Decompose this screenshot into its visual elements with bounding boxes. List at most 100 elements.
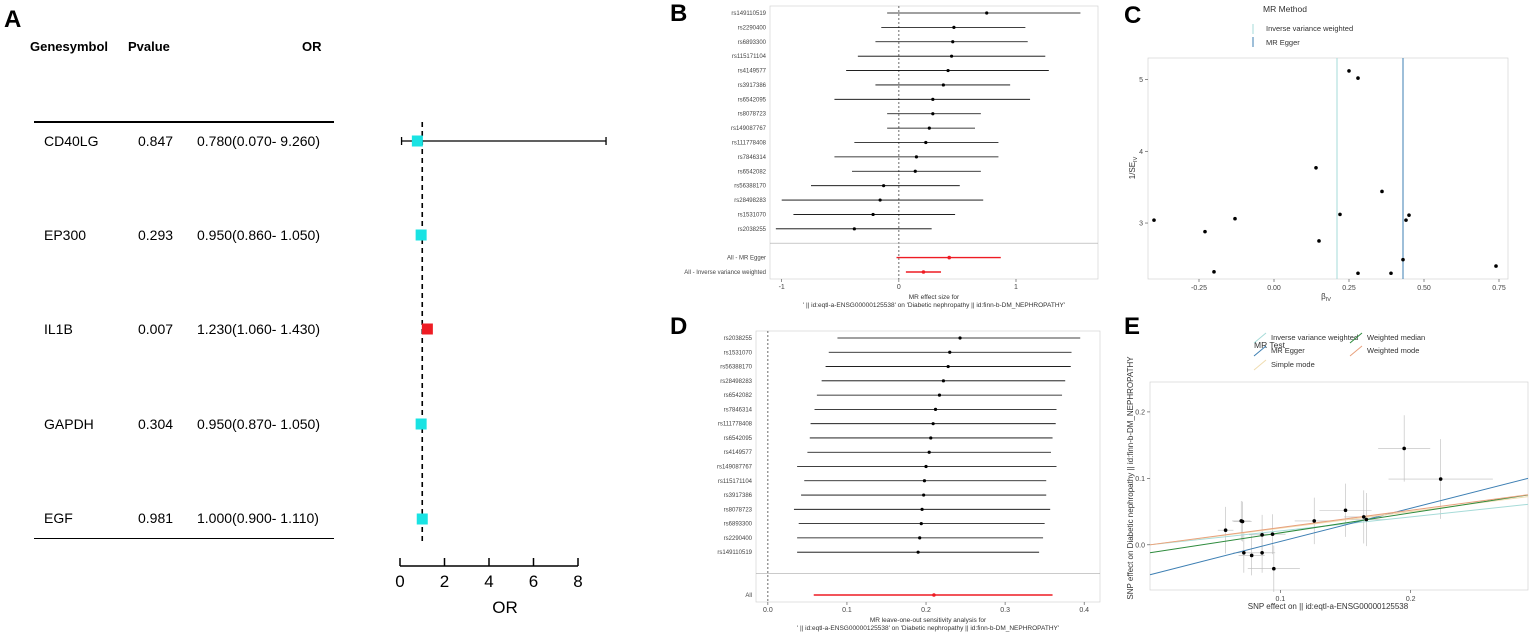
- header-genesymbol: Genesymbol: [30, 39, 109, 54]
- panel-label-d: D: [670, 313, 688, 340]
- data-point: [1338, 212, 1342, 217]
- legend-label: Weighted median: [1367, 333, 1425, 342]
- data-point: [1356, 76, 1360, 80]
- pvalue: 0.007: [138, 321, 174, 337]
- y-tick-label: 5: [1139, 77, 1143, 84]
- snp-point: [924, 464, 928, 469]
- legend-swatch: [1349, 345, 1363, 357]
- snp-label: rs28498283: [734, 198, 766, 204]
- snp-point: [920, 507, 924, 511]
- snp-label: rs149087767: [731, 126, 767, 132]
- x-tick-label: 1: [1014, 284, 1018, 291]
- x-tick-label: 2: [440, 572, 449, 591]
- data-point: [1401, 257, 1405, 262]
- snp-label: rs2290400: [724, 536, 753, 542]
- snp-point: [922, 479, 927, 483]
- snp-point: [927, 126, 931, 130]
- x-tick-label: 0.2: [1406, 596, 1416, 603]
- data-point: [1389, 271, 1393, 276]
- snp-label: rs2038255: [738, 227, 767, 233]
- x-tick-label: 8: [573, 572, 582, 591]
- header-or: OR: [302, 39, 322, 54]
- snp-label: rs115171104: [732, 54, 767, 60]
- data-point: [1364, 517, 1369, 522]
- legend-swatch: [1253, 359, 1267, 371]
- legend-label: MR Egger: [1271, 346, 1305, 355]
- summary-label: All - Inverse variance weighted: [684, 270, 766, 276]
- summary-point: [947, 255, 952, 260]
- x-axis-title: OR: [492, 598, 518, 617]
- regression-line: [1149, 494, 1529, 554]
- snp-point: [929, 436, 933, 440]
- data-point: [1312, 519, 1317, 523]
- snp-label: rs7846314: [724, 407, 753, 413]
- legend-label: MR Egger: [1266, 38, 1300, 47]
- snp-label: rs56388170: [720, 365, 752, 371]
- snp-label: rs56388170: [734, 184, 766, 190]
- snp-point: [931, 112, 935, 116]
- regression-line: [1149, 503, 1529, 546]
- x-tick-label: 0.75: [1492, 285, 1506, 292]
- gene-name: GAPDH: [44, 416, 94, 432]
- caption-line: ' || id:eqtl-a-ENSG00000125538' on 'Diab…: [803, 302, 1065, 309]
- panel-label-b: B: [670, 0, 688, 27]
- or-ci: 0.950(0.860- 1.050): [197, 227, 320, 243]
- snp-point: [852, 227, 856, 231]
- snp-label: rs2038255: [724, 336, 753, 342]
- snp-label: rs8078723: [724, 507, 753, 513]
- data-point: [1343, 508, 1348, 513]
- snp-label: rs1531070: [724, 350, 753, 356]
- y-tick-label: 0.0: [1135, 542, 1145, 549]
- data-point: [1402, 446, 1406, 451]
- data-point: [1380, 189, 1384, 194]
- snp-label: rs3917386: [738, 83, 767, 89]
- pvalue: 0.293: [138, 227, 174, 243]
- snp-label: rs149110519: [731, 11, 766, 17]
- caption-line: ' || id:eqtl-a-ENSG00000125538' on 'Diab…: [797, 625, 1059, 632]
- x-tick-label: 0.00: [1267, 285, 1281, 292]
- snp-label: rs6893300: [738, 40, 767, 46]
- snp-point: [931, 97, 935, 101]
- x-tick-label: -1: [779, 284, 785, 291]
- summary-label: All: [745, 593, 752, 599]
- data-point: [1260, 533, 1264, 537]
- x-tick-label: 0.50: [1417, 285, 1431, 292]
- data-point: [1356, 271, 1360, 276]
- data-point: [1270, 532, 1275, 536]
- snp-label: rs7846314: [738, 155, 767, 161]
- summary-label: All - MR Egger: [727, 256, 766, 262]
- snp-point: [958, 336, 962, 340]
- snp-point: [941, 379, 946, 383]
- table-top-rule: [34, 121, 334, 123]
- or-point: [415, 229, 427, 241]
- x-tick-label: 0: [395, 572, 404, 591]
- snp-point: [918, 536, 922, 540]
- snp-point: [919, 522, 923, 526]
- snp-label: rs8078723: [738, 112, 767, 118]
- gene-name: CD40LG: [44, 133, 99, 149]
- legend-label: Inverse variance weighted: [1266, 24, 1353, 33]
- snp-point: [927, 450, 931, 454]
- or-ci: 1.230(1.060- 1.430): [197, 321, 320, 337]
- data-point: [1317, 239, 1321, 243]
- snp-point: [931, 422, 935, 426]
- data-point: [1242, 550, 1246, 555]
- snp-point: [985, 11, 989, 15]
- y-tick-label: 4: [1139, 149, 1143, 156]
- snp-label: rs111778408: [732, 141, 767, 147]
- legend-swatch: [1253, 345, 1267, 357]
- snp-point: [946, 364, 950, 369]
- snp-label: rs4149577: [738, 69, 767, 75]
- data-point: [1347, 69, 1351, 73]
- x-tick-label: 0.2: [921, 607, 931, 614]
- y-axis-title: SNP effect on Diabetic nephropathy || id…: [1126, 356, 1135, 600]
- data-point: [1223, 528, 1228, 532]
- gene-name: EP300: [44, 227, 87, 243]
- or-point: [416, 513, 428, 525]
- regression-line: [1149, 494, 1529, 546]
- y-tick-label: 3: [1139, 221, 1143, 228]
- snp-point: [882, 184, 886, 188]
